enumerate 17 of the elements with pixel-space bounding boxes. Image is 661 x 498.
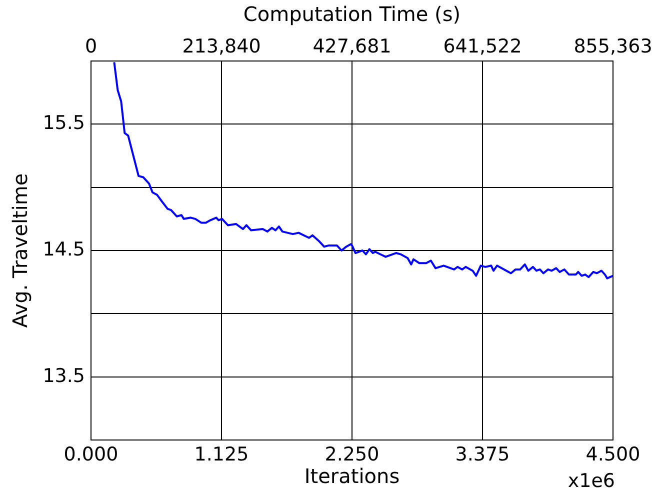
x-axis-title: Iterations <box>304 464 400 488</box>
x-tick-label: 4.500 <box>586 443 640 466</box>
text: x1e6 <box>568 470 615 492</box>
x2-tick-label: 213,840 <box>182 36 261 58</box>
x-tick-label: 2.250 <box>324 443 380 466</box>
x-tick-label: 3.375 <box>455 443 510 466</box>
y-tick-label: 13.5 <box>42 364 85 387</box>
y-tick-label: 14.5 <box>42 238 85 260</box>
y-tick-label: 15.5 <box>42 112 85 134</box>
x2-tick-label: 0 <box>84 36 98 58</box>
y-axis-title: Avg. Traveltime <box>8 173 32 328</box>
x2-tick-label: 855,363 <box>574 36 652 58</box>
x-tick-label: 0.000 <box>64 443 118 466</box>
x2-tick-label: 641,522 <box>443 36 522 58</box>
x-tick-label: 1.125 <box>194 443 249 466</box>
x2-axis-title: Computation Time (s) <box>243 2 461 26</box>
x2-tick-label: 427,681 <box>312 36 392 58</box>
